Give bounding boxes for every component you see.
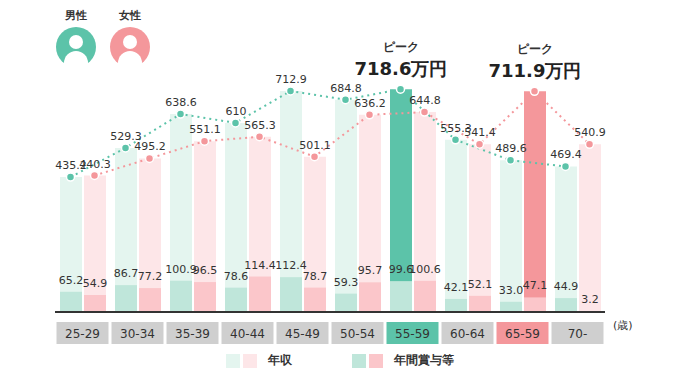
svg-text:440.3: 440.3 [79, 158, 111, 171]
svg-text:ピーク: ピーク [383, 40, 419, 54]
svg-text:40-44: 40-44 [230, 327, 265, 341]
html-text:男性: 男性 [65, 9, 87, 22]
svg-text:718.6万円: 718.6万円 [355, 58, 448, 79]
svg-text:30-34: 30-34 [120, 327, 155, 341]
svg-text:42.1: 42.1 [444, 281, 469, 294]
svg-text:77.2: 77.2 [138, 270, 163, 283]
svg-text:99.6: 99.6 [388, 263, 414, 277]
svg-text:47.1: 47.1 [523, 279, 548, 292]
svg-text:489.6: 489.6 [495, 142, 527, 155]
svg-text:25-29: 25-29 [65, 327, 100, 341]
svg-text:86.7: 86.7 [114, 267, 139, 280]
svg-text:78.7: 78.7 [303, 270, 328, 283]
html-text:年間賞与等: 年間賞与等 [394, 353, 454, 367]
html-text:(歳): (歳) [613, 319, 633, 332]
svg-text:610: 610 [226, 105, 247, 118]
svg-text:565.3: 565.3 [244, 119, 276, 132]
svg-text:65.2: 65.2 [59, 274, 84, 287]
svg-text:114.4: 114.4 [244, 259, 276, 272]
svg-text:529.3: 529.3 [110, 129, 142, 143]
svg-text:55-59: 55-59 [395, 327, 430, 341]
svg-text:35-39: 35-39 [175, 327, 210, 341]
svg-text:551.1: 551.1 [189, 123, 221, 136]
html-text:年収: 年収 [268, 353, 292, 367]
svg-text:60-64: 60-64 [450, 327, 485, 341]
svg-text:78.6: 78.6 [224, 270, 249, 283]
svg-text:95.7: 95.7 [358, 264, 383, 277]
svg-text:3.2: 3.2 [581, 293, 599, 306]
svg-text:100.9: 100.9 [165, 262, 197, 276]
svg-text:540.9: 540.9 [574, 126, 606, 139]
svg-text:96.5: 96.5 [193, 264, 218, 277]
svg-text:469.4: 469.4 [550, 148, 582, 161]
svg-text:712.9: 712.9 [275, 73, 307, 86]
svg-text:541.4: 541.4 [464, 126, 496, 139]
svg-text:112.4: 112.4 [275, 259, 307, 273]
svg-text:684.8: 684.8 [330, 82, 362, 95]
html-text:女性: 女性 [119, 9, 141, 22]
svg-text:33.0: 33.0 [499, 284, 524, 297]
svg-text:59.3: 59.3 [334, 276, 359, 289]
svg-text:711.9万円: 711.9万円 [489, 60, 582, 81]
svg-text:ピーク: ピーク [517, 42, 553, 56]
svg-text:65-59: 65-59 [505, 327, 540, 341]
svg-text:52.1: 52.1 [468, 278, 493, 291]
svg-text:70-: 70- [568, 327, 588, 341]
svg-text:54.9: 54.9 [83, 277, 108, 290]
svg-text:501.1: 501.1 [299, 139, 331, 152]
svg-text:638.6: 638.6 [165, 96, 197, 109]
svg-text:100.6: 100.6 [409, 263, 441, 276]
svg-text:555.3: 555.3 [440, 121, 472, 135]
svg-text:644.8: 644.8 [409, 94, 441, 107]
svg-text:50-54: 50-54 [340, 327, 375, 341]
svg-text:435.2: 435.2 [55, 159, 87, 173]
svg-text:45-49: 45-49 [285, 327, 320, 341]
svg-text:495.2: 495.2 [134, 140, 166, 153]
svg-text:636.2: 636.2 [354, 97, 386, 110]
svg-text:44.9: 44.9 [554, 280, 579, 293]
